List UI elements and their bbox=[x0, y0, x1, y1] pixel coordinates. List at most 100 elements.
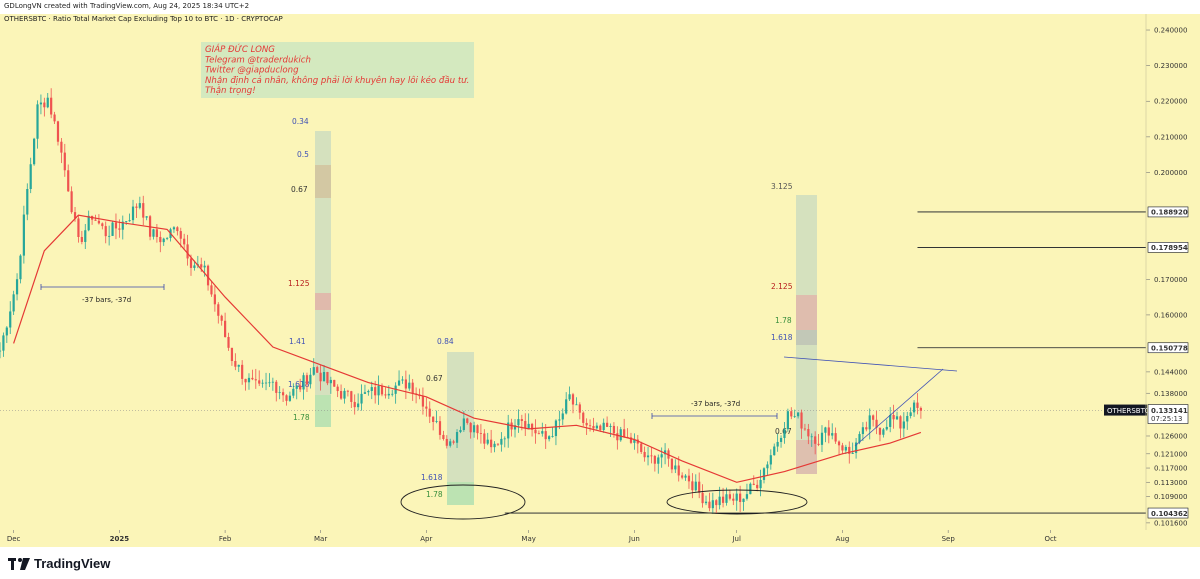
candle-body bbox=[766, 464, 769, 469]
candle-body bbox=[247, 377, 251, 383]
footer: TradingView bbox=[0, 547, 1200, 579]
candle-body bbox=[9, 311, 12, 328]
candle-body bbox=[773, 446, 776, 456]
time-axis-label: Apr bbox=[420, 535, 432, 543]
price-axis-label: 0.230000 bbox=[1154, 62, 1187, 70]
candle-body bbox=[411, 382, 414, 394]
candle-body bbox=[288, 395, 292, 401]
candle-body bbox=[507, 422, 510, 439]
candle-body bbox=[578, 404, 581, 413]
candle-body bbox=[500, 438, 503, 445]
measure-range-label: -37 bars, -37d bbox=[691, 400, 740, 408]
candle-body bbox=[305, 375, 309, 385]
candle-body bbox=[261, 382, 264, 384]
candle-body bbox=[391, 393, 394, 395]
price-axis-label: 0.113000 bbox=[1154, 479, 1187, 487]
candle-body bbox=[63, 152, 66, 171]
fib-level-label: 0.5 bbox=[297, 150, 309, 159]
candle-body bbox=[312, 367, 315, 375]
candle-body bbox=[114, 222, 118, 229]
time-axis-label: Dec bbox=[7, 535, 21, 543]
candle-body bbox=[820, 432, 824, 445]
candle-body bbox=[834, 433, 837, 442]
candle-body bbox=[53, 114, 56, 122]
price-axis-label: 0.200000 bbox=[1154, 169, 1187, 177]
candle-body bbox=[827, 427, 830, 436]
candle-body bbox=[5, 327, 8, 336]
fib-level-label: 3.125 bbox=[771, 182, 793, 191]
candle-body bbox=[217, 304, 220, 316]
candle-body bbox=[162, 238, 165, 243]
candle-body bbox=[745, 494, 749, 499]
candle-body bbox=[241, 364, 244, 379]
candle-body bbox=[568, 394, 571, 400]
level-price-tag bbox=[1147, 242, 1189, 253]
candle-body bbox=[677, 465, 680, 476]
candle-body bbox=[708, 501, 711, 509]
fib-zone-3c bbox=[796, 440, 817, 474]
candle-body bbox=[94, 219, 97, 221]
candle-body bbox=[653, 455, 656, 464]
candle-body bbox=[50, 97, 53, 115]
price-axis-label: 0.160000 bbox=[1154, 311, 1187, 319]
candle-body bbox=[660, 454, 663, 458]
candle-body bbox=[616, 433, 619, 441]
candle-body bbox=[142, 203, 145, 218]
candle-body bbox=[46, 97, 49, 108]
candle-body bbox=[159, 236, 162, 243]
candle-body bbox=[824, 427, 827, 433]
candle-body bbox=[125, 221, 128, 222]
time-axis-label: Oct bbox=[1044, 535, 1056, 543]
candle-body bbox=[503, 438, 506, 440]
level-price-label: 0.150778 bbox=[1151, 345, 1188, 353]
candle-body bbox=[752, 483, 755, 485]
candle-body bbox=[831, 433, 834, 436]
resistance-trendline bbox=[783, 356, 958, 372]
candle-body bbox=[421, 396, 425, 407]
fib-level-label: 1.125 bbox=[288, 279, 310, 288]
candle-body bbox=[837, 441, 841, 446]
candle-body bbox=[186, 244, 189, 259]
candle-body bbox=[43, 102, 46, 108]
candle-body bbox=[807, 429, 810, 437]
candle-body bbox=[200, 264, 203, 268]
candle-body bbox=[657, 457, 660, 464]
candle-body bbox=[26, 188, 29, 215]
fib-level-label: 1.618 bbox=[421, 473, 443, 482]
tradingview-logo[interactable]: TradingView bbox=[8, 556, 110, 571]
candle-body bbox=[36, 104, 39, 139]
candle-body bbox=[759, 479, 762, 489]
candle-body bbox=[292, 388, 295, 396]
candle-body bbox=[339, 391, 343, 399]
candle-body bbox=[769, 455, 772, 465]
candle-body bbox=[875, 419, 878, 428]
candle-body bbox=[701, 492, 704, 504]
candle-body bbox=[360, 393, 363, 404]
candle-body bbox=[899, 416, 902, 429]
candle-body bbox=[814, 436, 817, 444]
symbol-line: OTHERSBTC · Ratio Total Market Cap Exclu… bbox=[4, 15, 283, 23]
candle-body bbox=[295, 385, 298, 389]
price-axis-label: 0.117000 bbox=[1154, 465, 1187, 473]
candle-body bbox=[425, 406, 428, 409]
price-chart[interactable]: 0.34 0.5 0.67 1.125 1.41 1.618 1.78 0.84 0.67 1.6… bbox=[0, 0, 1200, 547]
time-axis-label: May bbox=[521, 535, 535, 543]
candle-body bbox=[189, 258, 193, 268]
candle-body bbox=[735, 493, 738, 501]
candle-body bbox=[524, 420, 527, 429]
candle-body bbox=[19, 255, 22, 280]
candle-body bbox=[479, 433, 483, 434]
fib-zone-1b bbox=[315, 293, 331, 310]
candle-body bbox=[803, 428, 807, 430]
fib-level-label: 1.78 bbox=[426, 490, 443, 499]
candle-body bbox=[353, 401, 356, 408]
candle-body bbox=[213, 294, 216, 305]
level-price-label: 0.104362 bbox=[1151, 510, 1188, 518]
candle-body bbox=[483, 433, 486, 444]
price-axis-label: 0.109000 bbox=[1154, 493, 1187, 501]
time-axis-label: Aug bbox=[836, 535, 850, 543]
candle-body bbox=[800, 412, 803, 429]
candle-body bbox=[367, 390, 370, 393]
candle-body bbox=[449, 441, 452, 446]
candle-body bbox=[687, 475, 691, 482]
